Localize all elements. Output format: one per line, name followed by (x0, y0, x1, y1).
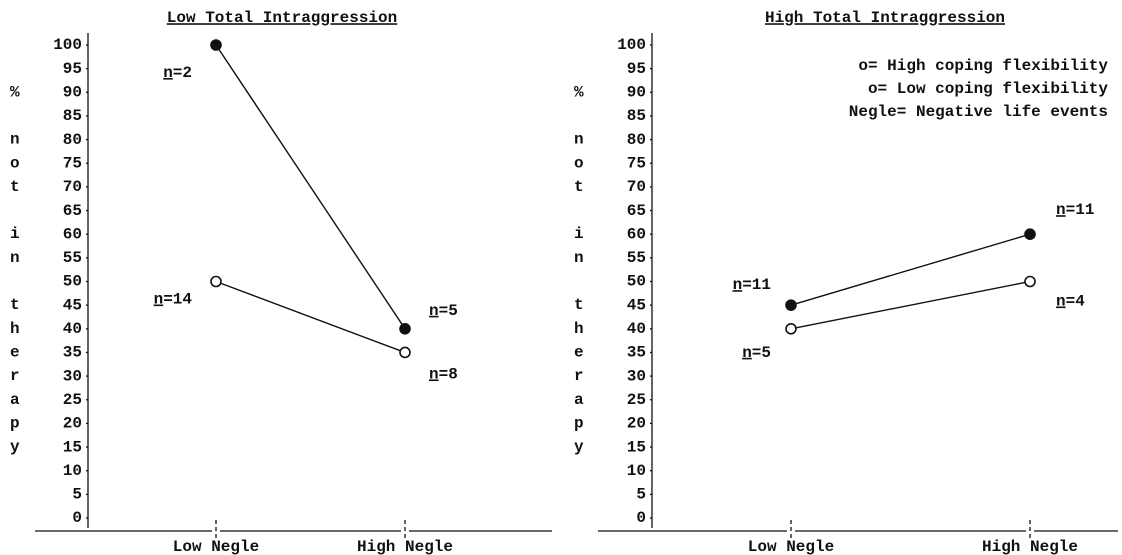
series-line (215, 280, 406, 354)
y-tick-label: 70 (627, 178, 646, 196)
y-tick-label: 0 (636, 509, 646, 527)
y-tick-label: 85 (627, 107, 646, 125)
x-tick-label: High Negle (357, 538, 453, 555)
y-tick-label: 15 (63, 438, 82, 456)
y-tick-label: 40 (63, 320, 82, 338)
y-tick-label: 20 (627, 415, 646, 433)
y-tick-label: 80 (627, 131, 646, 149)
legend-note: Negle= Negative life events (849, 103, 1108, 121)
point-label: n=14 (154, 291, 193, 309)
legend-entry: o= Low coping flexibility (868, 80, 1108, 98)
data-point (1024, 228, 1036, 240)
point-label: n=11 (1056, 201, 1094, 219)
y-tick-label: 60 (63, 225, 82, 243)
x-tick-label: High Negle (982, 538, 1078, 555)
y-tick-label: 75 (63, 154, 82, 172)
legend-entry: o= High coping flexibility (858, 57, 1108, 75)
y-tick-label: 70 (63, 178, 82, 196)
data-point (210, 39, 222, 51)
chart-title: Low Total Intraggression (167, 9, 397, 27)
series-line (215, 44, 406, 330)
data-point (785, 299, 797, 311)
y-tick-label: 50 (63, 273, 82, 291)
y-tick-label: 65 (63, 202, 82, 220)
point-label: n=11 (733, 276, 771, 294)
y-tick-label: 55 (627, 249, 646, 267)
y-tick-label: 85 (63, 107, 82, 125)
data-point (1024, 275, 1036, 288)
y-tick-label: 30 (627, 367, 646, 385)
y-tick-label: 55 (63, 249, 82, 267)
y-tick-label: 10 (627, 462, 646, 480)
y-tick-label: 95 (627, 60, 646, 78)
point-label: n=5 (742, 344, 771, 362)
data-point (785, 322, 797, 335)
y-tick-label: 75 (627, 154, 646, 172)
y-tick-label: 30 (63, 367, 82, 385)
y-tick-label: 5 (636, 486, 646, 504)
y-tick-label: 20 (63, 415, 82, 433)
point-label: n=5 (429, 302, 458, 320)
y-tick-label: 90 (63, 84, 82, 102)
x-tick-label: Low Negle (173, 538, 259, 555)
data-point (399, 346, 411, 359)
data-point (399, 322, 411, 335)
data-point (210, 275, 222, 288)
point-label: n=4 (1056, 293, 1085, 311)
y-tick-label: 15 (627, 438, 646, 456)
x-tick-label: Low Negle (748, 538, 834, 555)
y-tick-label: 95 (63, 60, 82, 78)
y-tick-label: 50 (627, 273, 646, 291)
y-tick-label: 25 (627, 391, 646, 409)
y-tick-label: 65 (627, 202, 646, 220)
y-tick-label: 35 (627, 344, 646, 362)
y-tick-label: 35 (63, 344, 82, 362)
series-line (790, 280, 1031, 330)
y-tick-label: 5 (72, 486, 82, 504)
y-tick-label: 90 (627, 84, 646, 102)
point-label: n=8 (429, 366, 458, 384)
y-tick-label: 25 (63, 391, 82, 409)
y-tick-label: 10 (63, 462, 82, 480)
chart-title: High Total Intraggression (765, 9, 1005, 27)
y-tick-label: 45 (627, 296, 646, 314)
chart: Low Total Intraggression 0 5 10 15 20 25 30 35 40… (10, 9, 552, 555)
point-label: n=2 (163, 64, 192, 82)
y-tick-label: 60 (627, 225, 646, 243)
y-tick-label: 0 (72, 509, 82, 527)
y-tick-label: 100 (617, 36, 646, 54)
chart: High Total Intraggression 0 5 10 15 20 25 30 35 4… (574, 9, 1118, 555)
y-tick-label: 45 (63, 296, 82, 314)
y-tick-label: 40 (627, 320, 646, 338)
y-tick-label: 80 (63, 131, 82, 149)
y-tick-label: 100 (53, 36, 82, 54)
series-line (790, 233, 1031, 306)
